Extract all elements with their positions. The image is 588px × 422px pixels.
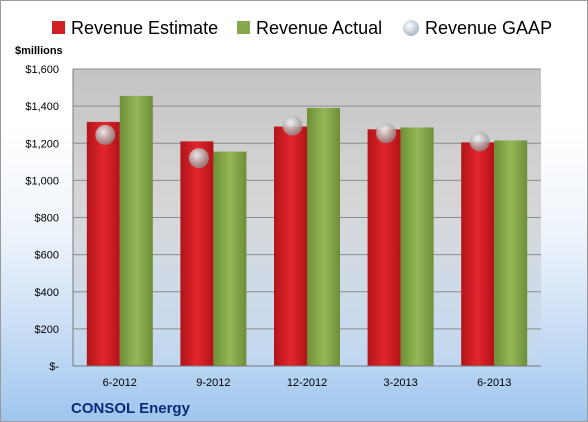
y-tick-label: $- (49, 361, 59, 373)
x-tick-label: 9-2012 (196, 377, 230, 389)
y-tick-label: $1,600 (25, 64, 59, 76)
company-name: CONSOL Energy (71, 400, 191, 417)
legend-swatch-revenue-gaap (403, 20, 419, 36)
bar-revenue-estimate (86, 121, 120, 366)
marker-revenue-gaap (95, 124, 116, 145)
legend-swatch-revenue-estimate (52, 21, 65, 34)
marker-revenue-gaap (188, 148, 209, 169)
bar-revenue-actual (119, 95, 153, 367)
x-tick-label: 6-2012 (103, 377, 137, 389)
bar-revenue-actual (213, 151, 247, 366)
x-tick-label: 3-2013 (383, 377, 417, 389)
y-axis-ticks: $- $200 $400 $600 $800 $1,000 $1,200 $1,400 $1,6… (25, 64, 59, 373)
bar-revenue-estimate (274, 126, 307, 366)
gaap-markers-group (95, 115, 490, 169)
x-axis-ticks: 6-2012 9-2012 12-2012 3-2013 6-2013 (103, 377, 512, 389)
legend-label-revenue-actual: Revenue Actual (256, 18, 382, 38)
bar-revenue-estimate (180, 141, 214, 366)
bars-group (86, 95, 528, 367)
y-tick-label: $200 (35, 324, 59, 336)
y-tick-label: $400 (35, 287, 59, 299)
bar-revenue-actual (400, 127, 434, 366)
y-tick-label: $1,200 (25, 138, 59, 150)
x-tick-label: 12-2012 (287, 377, 327, 389)
y-tick-label: $600 (35, 250, 59, 262)
marker-revenue-gaap (469, 131, 490, 152)
y-tick-label: $1,000 (25, 175, 59, 187)
legend: Revenue Estimate Revenue Actual Revenue … (52, 18, 552, 38)
bar-revenue-actual (494, 140, 528, 366)
y-tick-label: $1,400 (25, 101, 59, 113)
bar-revenue-actual (307, 107, 340, 366)
marker-revenue-gaap (376, 123, 397, 144)
bar-revenue-estimate (461, 142, 495, 366)
marker-revenue-gaap (282, 115, 303, 136)
legend-label-revenue-estimate: Revenue Estimate (71, 18, 218, 38)
legend-swatch-revenue-actual (237, 21, 250, 34)
x-tick-label: 6-2013 (477, 377, 511, 389)
y-axis-label: $millions (15, 45, 63, 57)
bar-revenue-estimate (367, 129, 401, 366)
legend-label-revenue-gaap: Revenue GAAP (425, 18, 552, 38)
y-tick-label: $800 (35, 213, 59, 225)
